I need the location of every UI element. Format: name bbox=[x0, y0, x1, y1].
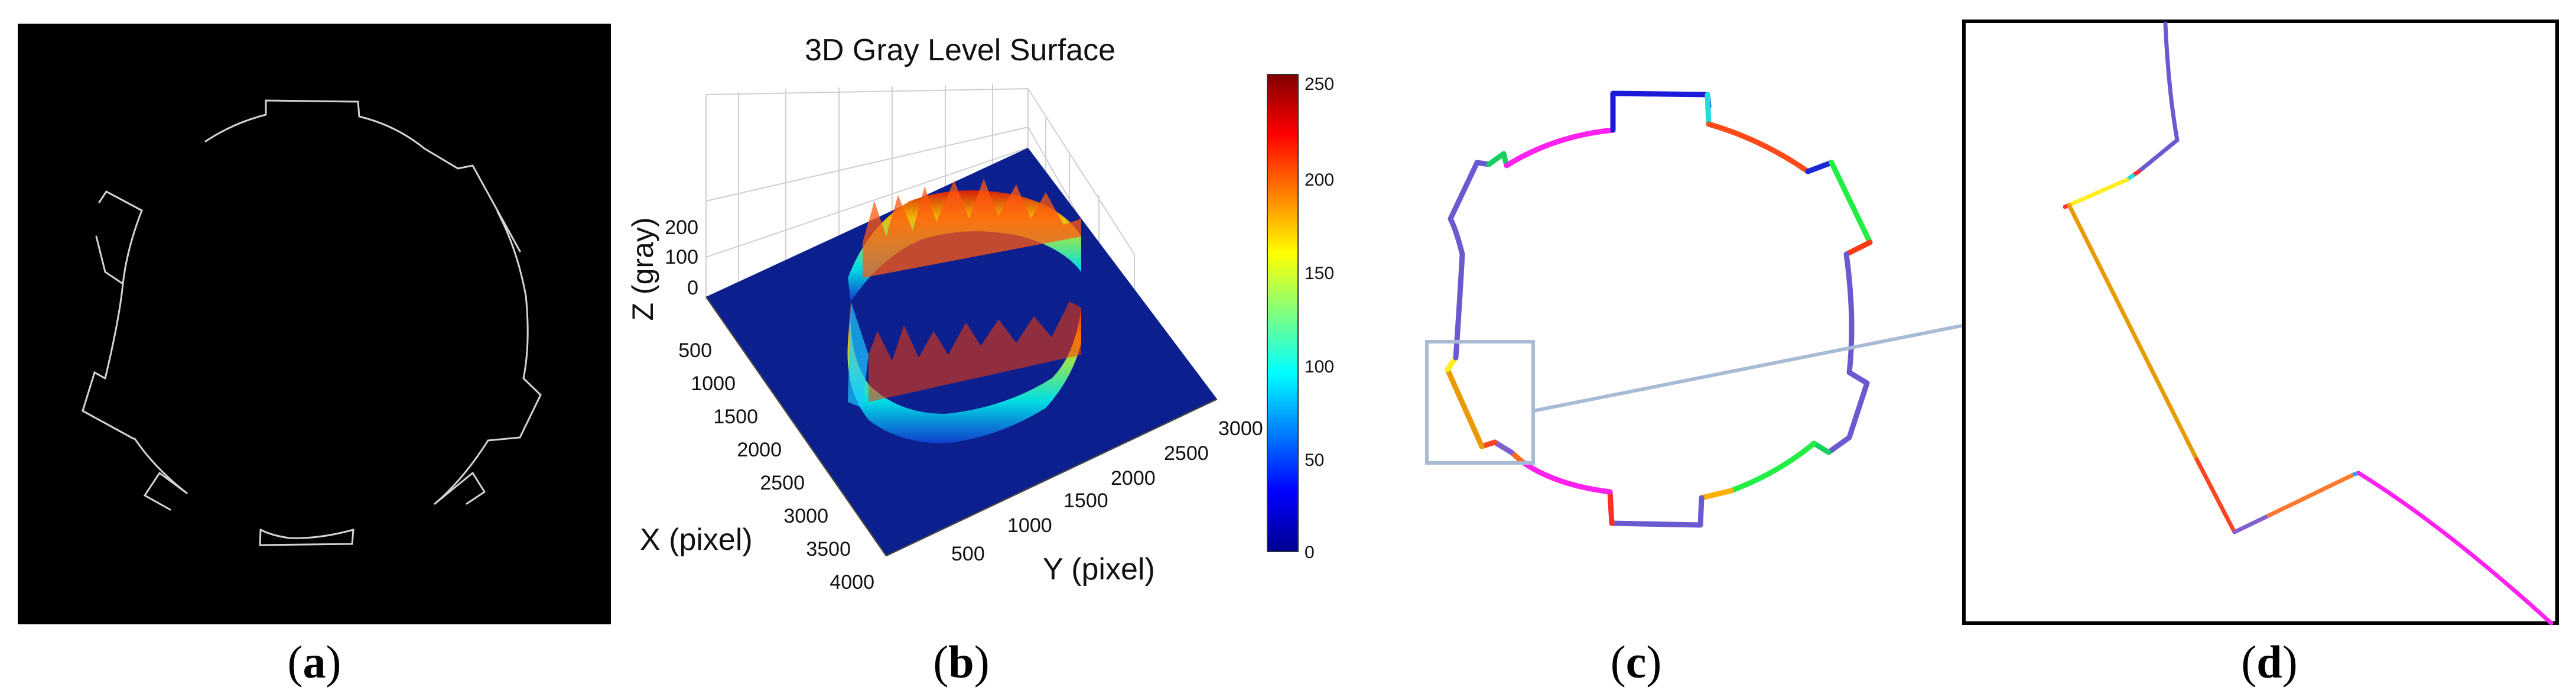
panel-d-zoomed-detail bbox=[1962, 20, 2559, 626]
panel-c-segmented-contour bbox=[1425, 90, 1979, 528]
caption-b: (b) bbox=[933, 636, 990, 688]
colorbar-tick: 200 bbox=[1305, 170, 1334, 190]
z-tick-200: 200 bbox=[665, 216, 698, 239]
y-axis-ticks: 500 1000 1500 2000 2500 3000 bbox=[951, 417, 1263, 565]
y-axis-label: Y (pixel) bbox=[1043, 552, 1155, 586]
colorbar-tick: 0 bbox=[1305, 543, 1315, 562]
contour-segments bbox=[1445, 90, 1873, 528]
x-tick: 2000 bbox=[737, 439, 782, 461]
z-tick-100: 100 bbox=[665, 246, 698, 268]
surface-ring-back bbox=[848, 179, 1081, 302]
y-tick: 500 bbox=[951, 543, 985, 565]
y-tick: 3000 bbox=[1218, 417, 1263, 440]
colorbar-ticks: 250 200 150 100 50 0 bbox=[1305, 74, 1334, 562]
colorbar-tick: 50 bbox=[1305, 451, 1324, 470]
edge-image-background bbox=[18, 24, 611, 624]
z-tick-0: 0 bbox=[687, 277, 698, 299]
y-tick: 1000 bbox=[1007, 514, 1052, 537]
plot-title: 3D Gray Level Surface bbox=[805, 33, 1115, 67]
colorbar-tick: 150 bbox=[1305, 264, 1334, 283]
x-tick: 1500 bbox=[713, 406, 758, 428]
colorbar-tick: 250 bbox=[1305, 74, 1334, 94]
axes-front-lines bbox=[705, 296, 1218, 557]
x-tick: 3500 bbox=[806, 538, 851, 560]
caption-c: (c) bbox=[1610, 636, 1662, 688]
surface-ring-front bbox=[847, 302, 1081, 443]
gear-edge-outline bbox=[82, 99, 542, 546]
y-tick: 1500 bbox=[1063, 490, 1108, 512]
x-axis-ticks: 500 1000 1500 2000 2500 3000 3500 4000 bbox=[678, 339, 874, 594]
x-tick: 1000 bbox=[691, 372, 736, 395]
y-tick: 2500 bbox=[1164, 442, 1209, 465]
panel-b-surface-plot: 3D Gray Level Surface 2 bbox=[626, 33, 1334, 594]
zoomed-contour-segments bbox=[2063, 21, 2554, 626]
panel-a-edge-image bbox=[18, 24, 611, 624]
x-tick: 3000 bbox=[783, 505, 828, 527]
zoom-region-box bbox=[1425, 340, 1535, 465]
caption-d: (d) bbox=[2241, 636, 2298, 688]
zoom-frame bbox=[1962, 20, 2559, 625]
y-tick: 2000 bbox=[1111, 467, 1156, 490]
caption-a: (a) bbox=[287, 636, 341, 688]
colorbar-tick: 100 bbox=[1305, 357, 1334, 377]
z-axis-label: Z (gray) bbox=[626, 218, 659, 321]
x-tick: 4000 bbox=[830, 571, 874, 594]
x-tick: 2500 bbox=[760, 472, 805, 494]
z-axis-ticks: 200 100 0 bbox=[665, 216, 698, 299]
colorbar bbox=[1267, 74, 1299, 552]
x-axis-label: X (pixel) bbox=[640, 523, 753, 557]
zoom-connector-line bbox=[1533, 320, 1979, 413]
x-tick: 500 bbox=[678, 339, 712, 362]
